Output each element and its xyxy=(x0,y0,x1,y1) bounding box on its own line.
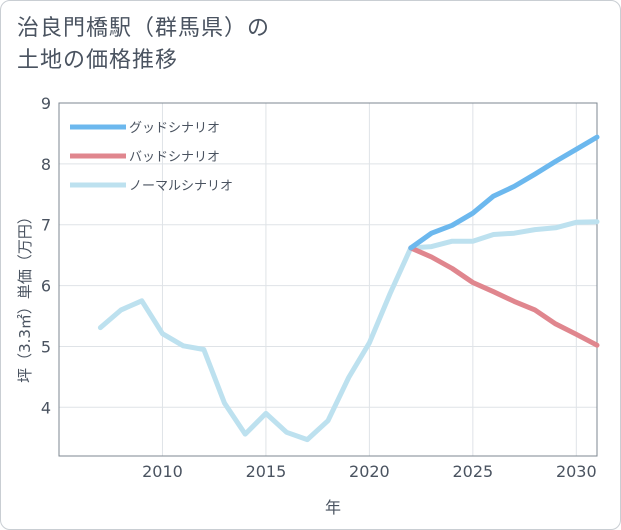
legend-label: バッドシナリオ xyxy=(129,150,220,165)
y-tick-label: 8 xyxy=(41,155,51,174)
series-lines xyxy=(97,134,600,443)
series-line-0 xyxy=(408,134,600,251)
x-axis-label: 年 xyxy=(325,498,341,517)
x-tick-label: 2025 xyxy=(452,462,493,481)
y-tick-label: 4 xyxy=(41,398,51,417)
plot-frame xyxy=(58,102,598,457)
y-tick-labels: 4 5 6 7 8 9 xyxy=(41,94,51,417)
chart-title-line2: 土地の価格推移 xyxy=(17,48,179,73)
y-tick-label: 9 xyxy=(41,94,51,113)
x-tick-label: 2020 xyxy=(349,462,390,481)
chart-title: 治良門橋駅（群馬県）の 土地の価格推移 xyxy=(17,13,270,77)
series-line-2 xyxy=(97,219,600,443)
x-tick-labels: 2010 2015 2020 2025 2030 xyxy=(142,462,597,481)
y-tick-label: 6 xyxy=(41,277,51,296)
series-line-1 xyxy=(408,245,600,348)
legend-label: ノーマルシナリオ xyxy=(129,179,233,194)
y-tick-label: 5 xyxy=(41,337,51,356)
grid xyxy=(59,102,597,456)
y-axis-label: 坪（3.3㎡）単価（万円） xyxy=(16,209,34,383)
chart-title-line1: 治良門橋駅（群馬県）の xyxy=(17,16,271,41)
x-tick-label: 2030 xyxy=(556,462,597,481)
x-tick-label: 2010 xyxy=(142,462,183,481)
y-tick-label: 7 xyxy=(41,216,51,235)
x-tick-label: 2015 xyxy=(246,462,287,481)
legend-label: グッドシナリオ xyxy=(129,121,220,136)
